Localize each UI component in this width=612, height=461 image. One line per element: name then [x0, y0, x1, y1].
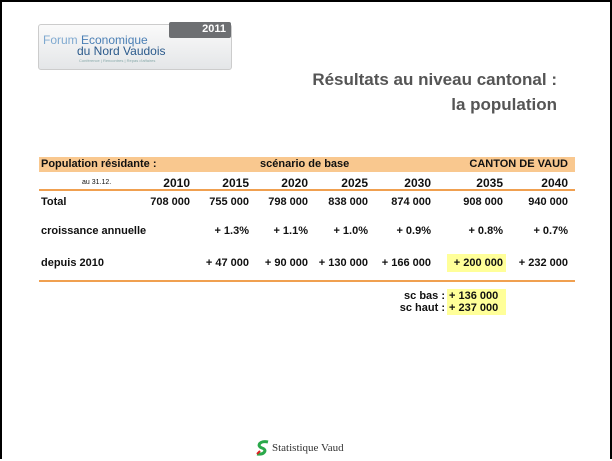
- logo-word: du Nord Vaudois: [77, 44, 166, 58]
- row-label: Total: [41, 196, 67, 208]
- title-line: Résultats au niveau cantonal :: [312, 70, 557, 89]
- logo-word: Forum: [43, 33, 78, 47]
- data-cell: + 200 000: [453, 257, 503, 269]
- data-cell: + 0.9%: [396, 225, 431, 237]
- data-cell: + 0.8%: [468, 225, 503, 237]
- scenario-label: sc haut :: [399, 302, 445, 314]
- scenario-value: + 237 000: [449, 302, 499, 314]
- data-cell: 755 000: [209, 196, 249, 208]
- data-cell: 908 000: [463, 196, 503, 208]
- data-cell: + 1.0%: [333, 225, 368, 237]
- data-cell: 874 000: [391, 196, 431, 208]
- year-cell: 2015: [222, 176, 249, 190]
- year-cell: 2020: [281, 176, 308, 190]
- edition-badge: 2011: [169, 22, 231, 38]
- footer-text: Statistique Vaud: [272, 442, 344, 454]
- header-cell: Population résidante :: [41, 158, 157, 170]
- highlight: [447, 289, 506, 315]
- data-cell: + 47 000: [205, 257, 249, 269]
- data-cell: + 130 000: [318, 257, 368, 269]
- edition-year: 2011: [202, 23, 226, 35]
- footer-icon: [256, 440, 269, 456]
- data-cell: 798 000: [268, 196, 308, 208]
- year-cell: 2040: [541, 176, 568, 190]
- date-label: au 31.12.: [82, 179, 112, 186]
- table: Population résidante : scénario de base CA…: [2, 2, 610, 332]
- header-cell: CANTON DE VAUD: [469, 158, 568, 170]
- data-cell: + 0.7%: [533, 225, 568, 237]
- row-label: croissance annuelle: [41, 225, 147, 237]
- year-cell: 2030: [404, 176, 431, 190]
- data-cell: + 90 000: [264, 257, 308, 269]
- row-label: depuis 2010: [41, 257, 104, 269]
- data-cell: + 232 000: [518, 257, 568, 269]
- footer-logo: [256, 440, 270, 461]
- year-cell: 2010: [163, 176, 190, 190]
- data-cell: 940 000: [528, 196, 568, 208]
- data-cell: + 1.1%: [273, 225, 308, 237]
- logo-tagline: Conférence | Rencontres | Repas d'affair…: [79, 58, 156, 63]
- header-cell: scénario de base: [260, 158, 350, 170]
- header-band: [39, 157, 575, 172]
- highlight: [447, 254, 506, 272]
- data-cell: + 166 000: [381, 257, 431, 269]
- title-line: la population: [451, 95, 557, 114]
- year-cell: 2025: [341, 176, 368, 190]
- data-cell: 838 000: [328, 196, 368, 208]
- data-cell: + 1.3%: [214, 225, 249, 237]
- scenario-value: + 136 000: [449, 290, 499, 302]
- year-cell: 2035: [476, 176, 503, 190]
- scenario-label: sc bas :: [404, 290, 445, 302]
- data-cell: 708 000: [150, 196, 190, 208]
- rule: [39, 189, 575, 191]
- logo-word: Economique: [81, 33, 148, 47]
- rule: [39, 280, 575, 282]
